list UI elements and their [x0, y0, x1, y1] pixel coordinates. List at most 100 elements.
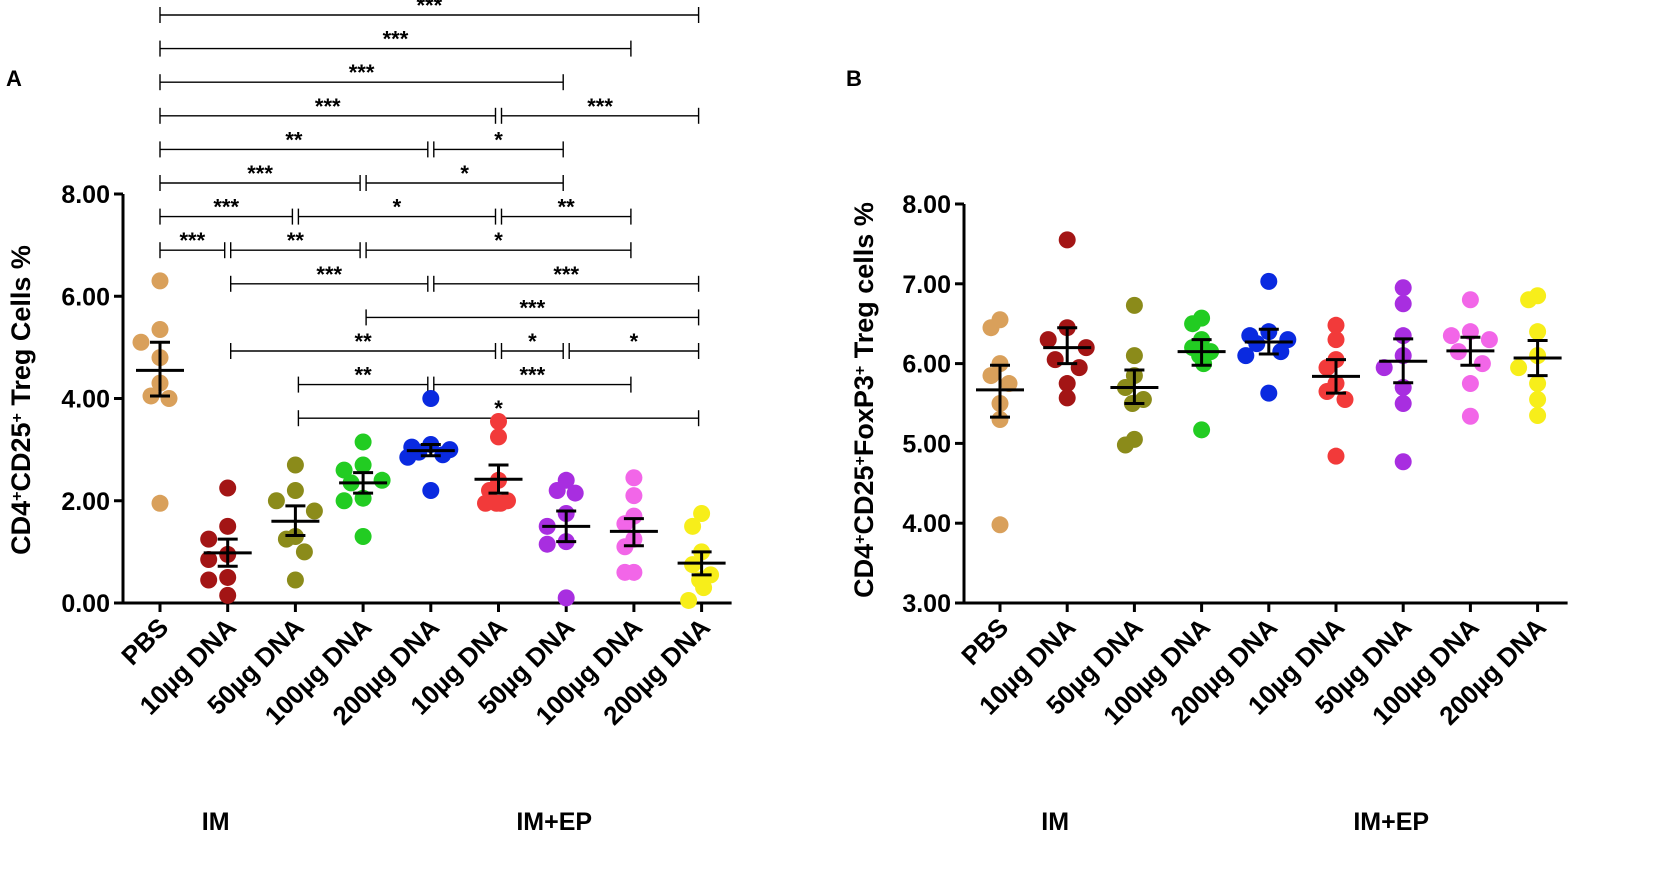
b-series-8 [1510, 287, 1562, 424]
b-point-2-1 [1125, 347, 1143, 365]
a-sig-bracket-11: ** [500, 195, 632, 225]
b-point-1-0 [1058, 231, 1076, 249]
b-point-0-2 [991, 355, 1009, 373]
a-sig-label-20: * [630, 329, 639, 354]
a-point-1-4 [200, 551, 218, 569]
b-series-7 [1442, 291, 1498, 425]
b-point-7-6 [1461, 375, 1479, 393]
a-sig-label-15: *** [316, 262, 342, 287]
a-sig-label-8: * [460, 161, 469, 186]
b-point-7-2 [1442, 327, 1460, 345]
a-y-tick-label-4: 8.00 [61, 181, 110, 209]
b-y-axis-title: CD4+CD25+FoxP3+ Treg cells % [849, 202, 879, 598]
a-point-6-6 [538, 535, 556, 553]
a-point-2-2 [267, 492, 285, 510]
a-point-1-1 [219, 517, 237, 535]
b-point-4-0 [1260, 272, 1278, 290]
a-point-5-6 [492, 494, 509, 512]
a-series-8 [677, 505, 726, 609]
a-sig-bracket-6: * [433, 127, 564, 158]
a-sig-label-6: * [494, 127, 503, 152]
b-point-5-1 [1327, 331, 1345, 349]
a-sig-bracket-18: ** [229, 329, 497, 359]
a-point-5-3 [481, 482, 498, 500]
a-sig-label-21: ** [355, 363, 373, 388]
b-point-2-0 [1125, 296, 1143, 314]
a-point-5-7 [477, 494, 494, 512]
a-series-0 [132, 272, 184, 512]
b-point-5-3 [1318, 359, 1336, 377]
a-sig-label-11: ** [558, 195, 576, 220]
a-sig-label-12: *** [180, 228, 206, 253]
a-series-1 [200, 479, 252, 604]
a-point-1-2 [200, 530, 218, 548]
a-y-tick-label-1: 2.00 [61, 488, 110, 516]
a-point-0-2 [132, 333, 150, 351]
b-point-3-6 [1195, 355, 1213, 373]
a-point-7-0 [625, 469, 643, 487]
a-sig-label-22: *** [520, 363, 546, 388]
b-point-8-1 [1520, 291, 1538, 309]
a-point-2-6 [295, 543, 313, 561]
a-point-7-1 [625, 487, 643, 505]
a-sig-label-16: *** [553, 262, 579, 287]
a-point-5-1 [490, 428, 507, 446]
a-series-5 [474, 413, 523, 512]
a-point-5-0 [490, 413, 507, 431]
a-sig-label-7: *** [247, 161, 273, 186]
b-point-0-7 [991, 516, 1009, 534]
b-point-5-7 [1327, 447, 1345, 465]
a-point-8-7 [680, 591, 698, 609]
a-sig-bracket-16: *** [433, 262, 700, 292]
b-route-label-1: IM+EP [1353, 808, 1429, 836]
a-series-2 [267, 456, 323, 589]
a-y-tick-label-0: 0.00 [61, 590, 110, 618]
a-sig-label-23: * [494, 396, 503, 421]
a-sig-bracket-4: *** [500, 94, 700, 124]
b-series-5 [1312, 316, 1360, 465]
a-point-0-0 [151, 272, 169, 290]
a-point-6-1 [548, 482, 566, 500]
a-sig-bracket-22: *** [433, 363, 632, 393]
b-series-3 [1177, 309, 1226, 439]
a-point-2-0 [286, 456, 304, 474]
a-point-7-7 [616, 563, 634, 581]
b-point-6-7 [1394, 453, 1412, 471]
a-point-0-1 [151, 320, 169, 338]
b-point-8-5 [1529, 375, 1547, 393]
a-sig-label-19: * [528, 329, 537, 354]
a-sig-bracket-1: *** [159, 27, 632, 57]
b-point-6-6 [1394, 395, 1412, 412]
b-series-1 [1039, 231, 1095, 407]
a-point-3-3 [373, 471, 391, 489]
b-y-tick-label-3: 6.00 [902, 351, 951, 379]
a-y-tick-label-3: 6.00 [61, 283, 110, 311]
b-series-0 [976, 311, 1024, 534]
a-series-7 [609, 469, 658, 581]
b-point-1-2 [1039, 331, 1057, 349]
b-point-7-7 [1461, 407, 1479, 425]
a-sig-label-2: *** [349, 60, 375, 85]
b-point-1-7 [1058, 389, 1076, 407]
b-point-0-1 [982, 319, 1000, 337]
a-sig-bracket-2: *** [159, 60, 564, 91]
a-sig-label-3: *** [315, 94, 341, 119]
b-y-tick-label-2: 5.00 [902, 430, 951, 458]
a-sig-label-10: * [393, 195, 402, 220]
b-point-5-6 [1336, 391, 1354, 409]
a-point-3-1 [354, 456, 372, 474]
a-series-3 [335, 433, 391, 546]
a-point-2-7 [286, 571, 304, 589]
b-point-6-4 [1375, 359, 1393, 377]
a-point-4-0 [422, 390, 440, 407]
b-point-8-6 [1529, 391, 1547, 409]
a-point-4-7 [422, 482, 440, 500]
a-point-0-7 [151, 494, 169, 512]
a-sig-bracket-0: *** [159, 0, 700, 23]
b-point-1-5 [1070, 359, 1088, 377]
b-point-7-0 [1461, 291, 1479, 309]
b-point-1-6 [1058, 375, 1076, 393]
a-sig-bracket-13: ** [229, 228, 361, 259]
